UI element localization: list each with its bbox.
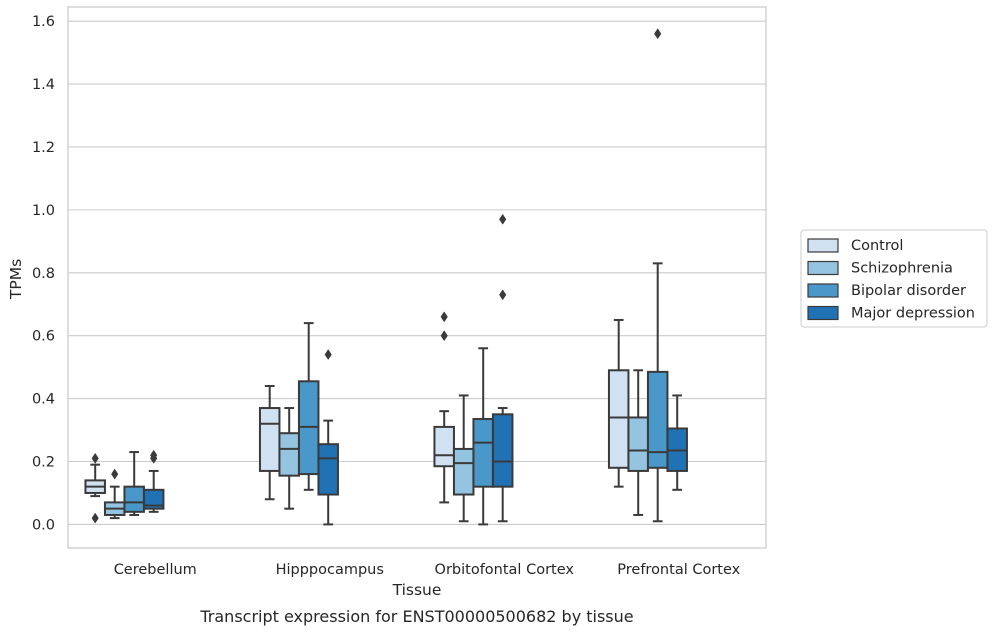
legend: Control Schizophrenia Bipolar disorder Majo…: [800, 229, 988, 328]
y-tick-label: 1.0: [32, 203, 55, 219]
box-bipolar-disorder: [297, 322, 320, 491]
y-axis-label: TPMs: [7, 259, 25, 300]
x-tick-label: Orbitofontal Cortex: [435, 562, 575, 578]
box-iqr: [646, 370, 669, 469]
box-schizophrenia: [452, 394, 475, 523]
box-control: [433, 311, 455, 504]
chart-caption: Transcript expression for ENST0000050068…: [199, 607, 633, 626]
box-plot-marks: [84, 28, 688, 526]
legend-swatch: [807, 283, 839, 298]
box-control: [84, 452, 106, 524]
x-tick-label: Prefrontal Cortex: [617, 562, 740, 578]
box-control: [258, 385, 281, 501]
box-iqr: [491, 413, 514, 488]
outlier-point: [654, 28, 662, 40]
plot-frame: [67, 6, 767, 549]
box-schizophrenia: [627, 369, 649, 516]
box-iqr: [278, 432, 300, 477]
box-iqr: [627, 416, 649, 472]
box-iqr: [452, 447, 475, 496]
legend-label: Bipolar disorder: [851, 283, 966, 299]
legend-label: Control: [851, 238, 903, 254]
box-iqr: [433, 425, 455, 468]
box-iqr: [258, 407, 281, 472]
box-iqr: [123, 485, 145, 513]
outlier-point: [499, 213, 507, 225]
box-iqr: [317, 443, 339, 496]
legend-swatch: [807, 260, 839, 276]
legend-label: Major depression: [851, 306, 975, 322]
y-tick-label: 0.4: [32, 392, 55, 408]
x-tick-label: Hipppocampus: [276, 562, 384, 578]
box-major-depression: [666, 394, 688, 491]
box-major-depression: [317, 349, 339, 526]
box-iqr: [472, 418, 494, 488]
outlier-point: [91, 452, 99, 464]
x-tick-label: Cerebellum: [114, 562, 197, 578]
outlier-point: [111, 468, 119, 480]
outlier-point: [440, 311, 448, 323]
grid-lines: [68, 20, 766, 525]
legend-label: Schizophrenia: [851, 261, 953, 277]
box-bipolar-disorder: [472, 347, 494, 526]
box-bipolar-disorder: [646, 28, 669, 523]
outlier-point: [440, 330, 448, 342]
y-tick-label: 0.0: [32, 517, 55, 533]
outlier-point: [499, 289, 507, 301]
outlier-point: [150, 449, 158, 461]
box-iqr: [142, 488, 165, 510]
box-major-depression: [491, 213, 514, 523]
legend-swatch: [807, 238, 839, 253]
legend-frame: [800, 229, 988, 328]
y-tick-label: 1.2: [32, 140, 55, 156]
outlier-point: [324, 349, 332, 361]
x-axis-ticks: Cerebellum Hipppocampus Orbitofontal Corte…: [114, 562, 741, 578]
y-tick-label: 0.2: [32, 455, 55, 471]
box-schizophrenia: [103, 468, 126, 520]
box-schizophrenia: [278, 407, 300, 510]
y-tick-label: 1.4: [32, 77, 55, 93]
box-major-depression: [142, 449, 165, 513]
y-tick-label: 1.6: [32, 14, 55, 30]
x-axis-label: Tissue: [392, 581, 442, 599]
y-axis-ticks: 0.0 0.2 0.4 0.6 0.8 1.0 1.2 1.4 1.6: [32, 14, 55, 533]
y-tick-label: 0.6: [32, 329, 55, 345]
outlier-point: [91, 512, 99, 524]
y-tick-label: 0.8: [32, 266, 55, 282]
box-control: [607, 318, 630, 488]
box-iqr: [607, 369, 630, 469]
legend-swatch: [807, 305, 839, 321]
